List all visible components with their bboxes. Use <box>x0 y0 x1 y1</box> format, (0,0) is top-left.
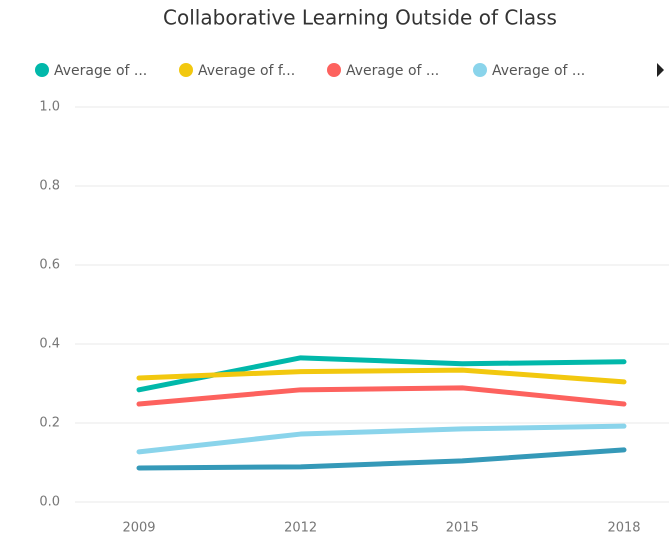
x-tick-label: 2015 <box>446 521 479 536</box>
legend-label: Average of ... <box>492 63 585 79</box>
legend-label: Average of ... <box>54 63 147 79</box>
y-tick-label: 0.4 <box>39 337 60 352</box>
legend-marker <box>179 63 193 77</box>
legend-more-arrow[interactable] <box>657 63 664 77</box>
series-line <box>136 423 627 455</box>
y-tick-label: 0.6 <box>39 258 60 273</box>
y-tick-label: 0.2 <box>39 416 60 431</box>
y-tick-label: 0.8 <box>39 179 60 194</box>
legend-marker <box>327 63 341 77</box>
x-tick-label: 2012 <box>284 521 317 536</box>
series-line <box>136 447 627 471</box>
series-line <box>136 367 627 385</box>
legend-label: Average of f... <box>198 63 295 79</box>
series-line <box>136 385 627 407</box>
y-tick-label: 0.0 <box>39 495 60 510</box>
x-tick-label: 2018 <box>607 521 640 536</box>
x-tick-label: 2009 <box>122 521 155 536</box>
legend-marker <box>35 63 49 77</box>
legend-label: Average of ... <box>346 63 439 79</box>
chart-title: Collaborative Learning Outside of Class <box>163 6 557 30</box>
legend-marker <box>473 63 487 77</box>
y-tick-label: 1.0 <box>39 100 60 115</box>
